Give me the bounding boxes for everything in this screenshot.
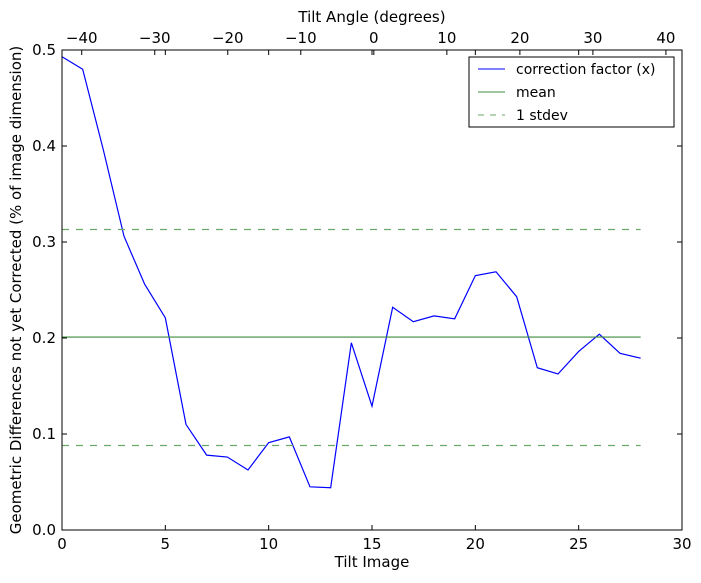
top-x-tick-label: 0	[369, 29, 379, 47]
x-axis-label: Tilt Image	[334, 553, 410, 571]
top-x-tick-label: −40	[66, 29, 98, 47]
top-x-tick-label: −10	[285, 29, 317, 47]
y-tick-label: 0.3	[32, 233, 56, 251]
y-tick-label: 0.4	[32, 137, 56, 155]
top-x-tick-label: −30	[139, 29, 171, 47]
top-x-tick-label: 30	[583, 29, 602, 47]
top-x-axis-label: Tilt Angle (degrees)	[297, 8, 445, 26]
legend-label-stdev: 1 stdev	[516, 108, 568, 124]
x-tick-label: 15	[362, 535, 381, 553]
x-tick-label: 5	[161, 535, 171, 553]
y-tick-label: 0.5	[32, 41, 56, 59]
y-axis-label: Geometric Differences not yet Corrected …	[7, 46, 25, 535]
x-tick-label: 10	[259, 535, 278, 553]
x-tick-label: 0	[57, 535, 67, 553]
x-tick-label: 30	[672, 535, 691, 553]
x-tick-label: 20	[466, 535, 485, 553]
y-tick-label: 0.0	[32, 521, 56, 539]
y-tick-label: 0.1	[32, 425, 56, 443]
legend-label-mean: mean	[516, 85, 556, 101]
top-x-tick-label: 10	[437, 29, 456, 47]
y-tick-label: 0.2	[32, 329, 56, 347]
series-line-0	[61, 56, 641, 489]
legend-label-correction: correction factor (x)	[516, 62, 655, 78]
x-tick-label: 25	[569, 535, 588, 553]
top-x-tick-label: 40	[656, 29, 675, 47]
legend: correction factor (x) mean 1 stdev	[468, 56, 675, 128]
top-x-tick-label: −20	[212, 29, 244, 47]
top-x-tick-label: 20	[510, 29, 529, 47]
